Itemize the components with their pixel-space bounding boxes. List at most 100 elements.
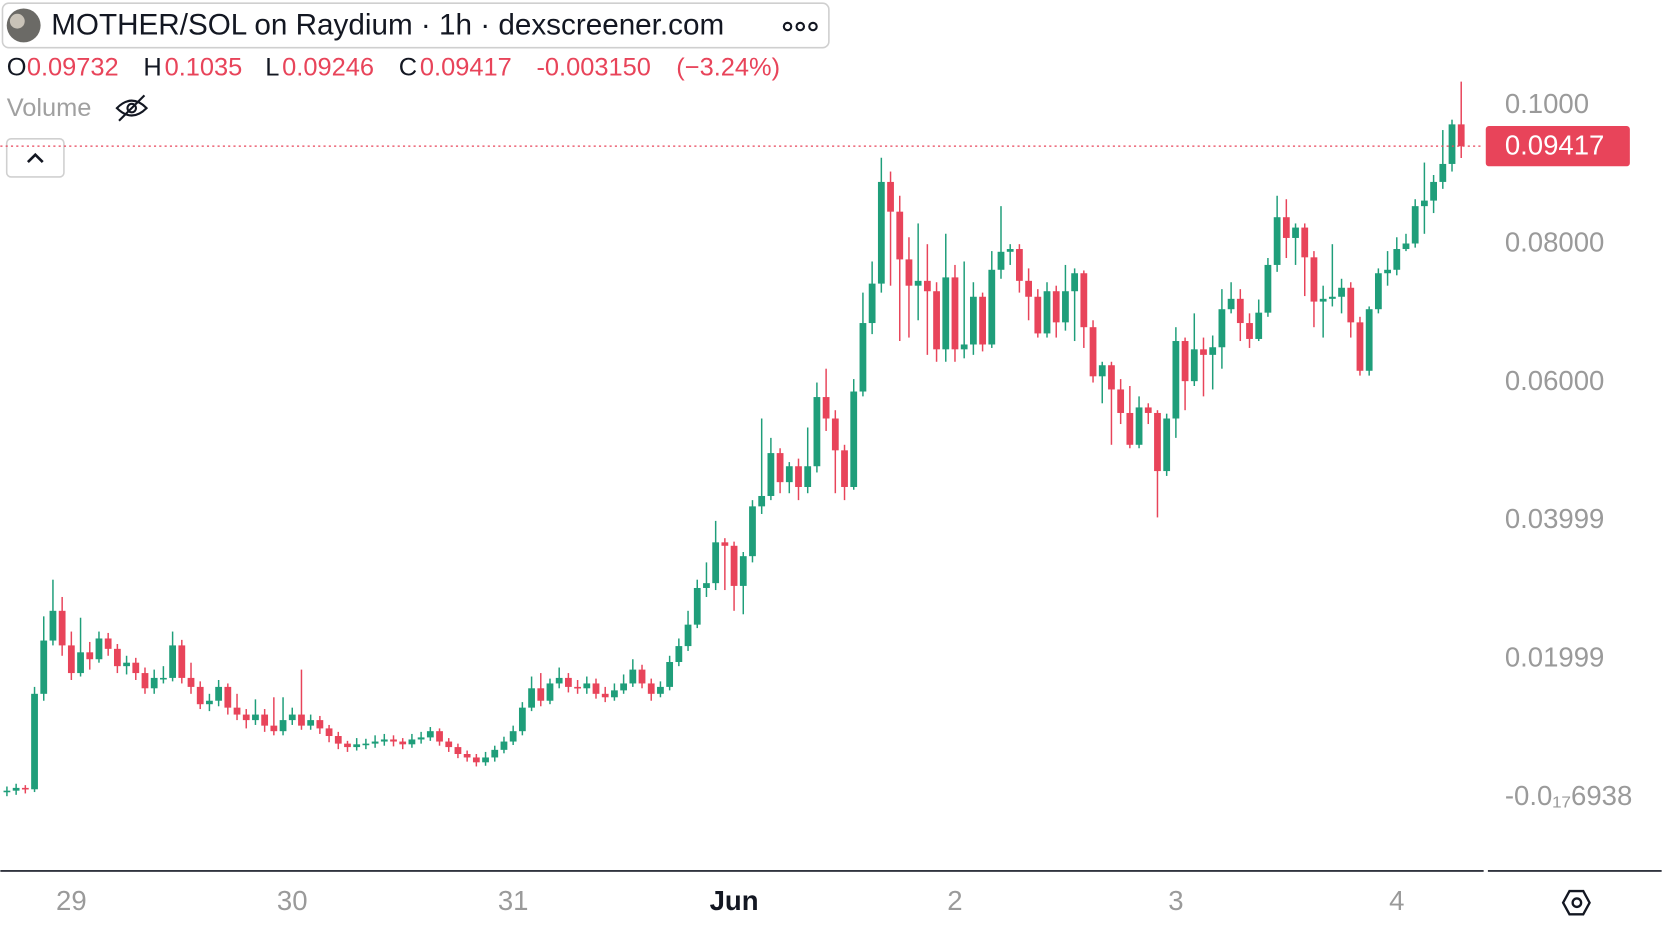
candle-body — [1154, 412, 1161, 472]
candle-body — [206, 700, 213, 705]
candle-body — [141, 673, 149, 689]
candle-body — [979, 296, 986, 345]
candle-body — [638, 669, 646, 684]
candle-body — [408, 739, 416, 745]
legend-high: 0.1035 — [165, 54, 243, 82]
candle-body — [537, 688, 545, 701]
candle-body — [997, 251, 1005, 270]
candle-body — [1227, 298, 1235, 310]
candle-body — [58, 610, 66, 646]
candle-body — [592, 683, 600, 694]
candle-body — [40, 640, 48, 694]
legend-c: C — [399, 54, 417, 82]
candle-body — [233, 707, 241, 715]
candle-body — [776, 453, 784, 483]
candle-body — [583, 683, 591, 689]
candle-body — [113, 648, 121, 667]
candle-body — [31, 693, 38, 790]
candle-body — [49, 610, 57, 641]
candle-body — [1246, 323, 1253, 339]
candle-body — [482, 757, 489, 763]
plot-area: 0.1000 0.08000 0.06000 0.03999 0.01999 -0.0₁₇… — [0, 81, 1632, 916]
legend-close: 0.09417 — [420, 54, 512, 82]
candle-body — [923, 280, 931, 292]
candle-body — [1393, 249, 1401, 270]
candle-body — [1016, 249, 1023, 281]
candle-body — [509, 731, 517, 742]
candle-body — [896, 211, 904, 260]
candle-body — [868, 283, 876, 324]
legend-change: -0.003150 — [536, 54, 650, 82]
candle-body — [546, 683, 554, 701]
candle-body — [574, 686, 581, 689]
candle-body — [261, 714, 269, 726]
token-avatar-detail — [9, 13, 25, 29]
y-tick-label: 0.01999 — [1505, 642, 1605, 673]
candle-body — [1236, 298, 1244, 324]
candle-body — [1301, 227, 1309, 258]
candle-body — [132, 662, 140, 674]
candle-body — [1190, 349, 1198, 382]
candle-body — [1439, 163, 1447, 182]
candle-body — [252, 714, 259, 721]
x-tick-label: 2 — [947, 885, 962, 916]
candle-body — [601, 693, 609, 698]
more-menu[interactable] — [782, 21, 818, 32]
candle-body — [1384, 269, 1391, 274]
candle-body — [1071, 273, 1079, 292]
candle-body — [988, 269, 996, 345]
candle-body — [1043, 291, 1051, 334]
candle-body — [1310, 257, 1318, 302]
candle-body — [1328, 296, 1336, 299]
candle-body — [518, 707, 526, 732]
legend-change-pct: (−3.24%) — [676, 54, 780, 82]
candle-body — [1144, 407, 1152, 413]
candle-body — [500, 741, 508, 750]
candle-body — [104, 638, 112, 649]
last-price-label: 0.09417 — [1505, 130, 1605, 161]
candle-body — [1163, 418, 1171, 472]
candle-body — [1126, 412, 1134, 445]
candle-body — [758, 495, 766, 507]
candle-body — [905, 259, 913, 286]
y-tick-label: 0.06000 — [1505, 365, 1605, 396]
candle-body — [1135, 407, 1143, 445]
collapse-button[interactable] — [5, 137, 65, 178]
candle-body — [344, 743, 351, 748]
candle-body — [1200, 349, 1207, 355]
candle-body — [1347, 287, 1355, 323]
y-tick-label: 0.1000 — [1505, 88, 1589, 119]
candle-body — [288, 714, 296, 721]
candle-body — [353, 744, 361, 748]
candle-body — [555, 677, 563, 684]
candle-body — [417, 737, 425, 740]
candle-body — [1264, 264, 1272, 313]
candle-body — [224, 686, 232, 708]
candle-body — [1273, 217, 1281, 265]
candle-body — [675, 646, 683, 662]
candle-body — [841, 450, 848, 487]
candle-body — [12, 787, 20, 791]
candle-body — [77, 652, 84, 674]
candle-body — [307, 720, 315, 726]
candle-body — [1338, 287, 1345, 297]
candle-body — [1089, 327, 1097, 377]
candle-body — [1052, 291, 1060, 323]
candle-body — [196, 686, 204, 705]
candle-body — [942, 277, 950, 350]
candle-body — [123, 662, 130, 667]
candle-body — [1098, 365, 1106, 377]
candle-body — [95, 638, 103, 660]
candle-body — [951, 277, 959, 350]
legend-open: 0.09732 — [27, 54, 119, 82]
hide-icon[interactable] — [115, 94, 149, 122]
settings-icon[interactable] — [1561, 889, 1591, 916]
candle-body — [1218, 309, 1226, 348]
title-box[interactable] — [1, 2, 830, 49]
candle-body — [160, 677, 167, 680]
candle-body — [1080, 273, 1088, 328]
candle-body — [1025, 280, 1032, 297]
candle-body — [1374, 273, 1382, 310]
candle-body — [730, 545, 738, 586]
